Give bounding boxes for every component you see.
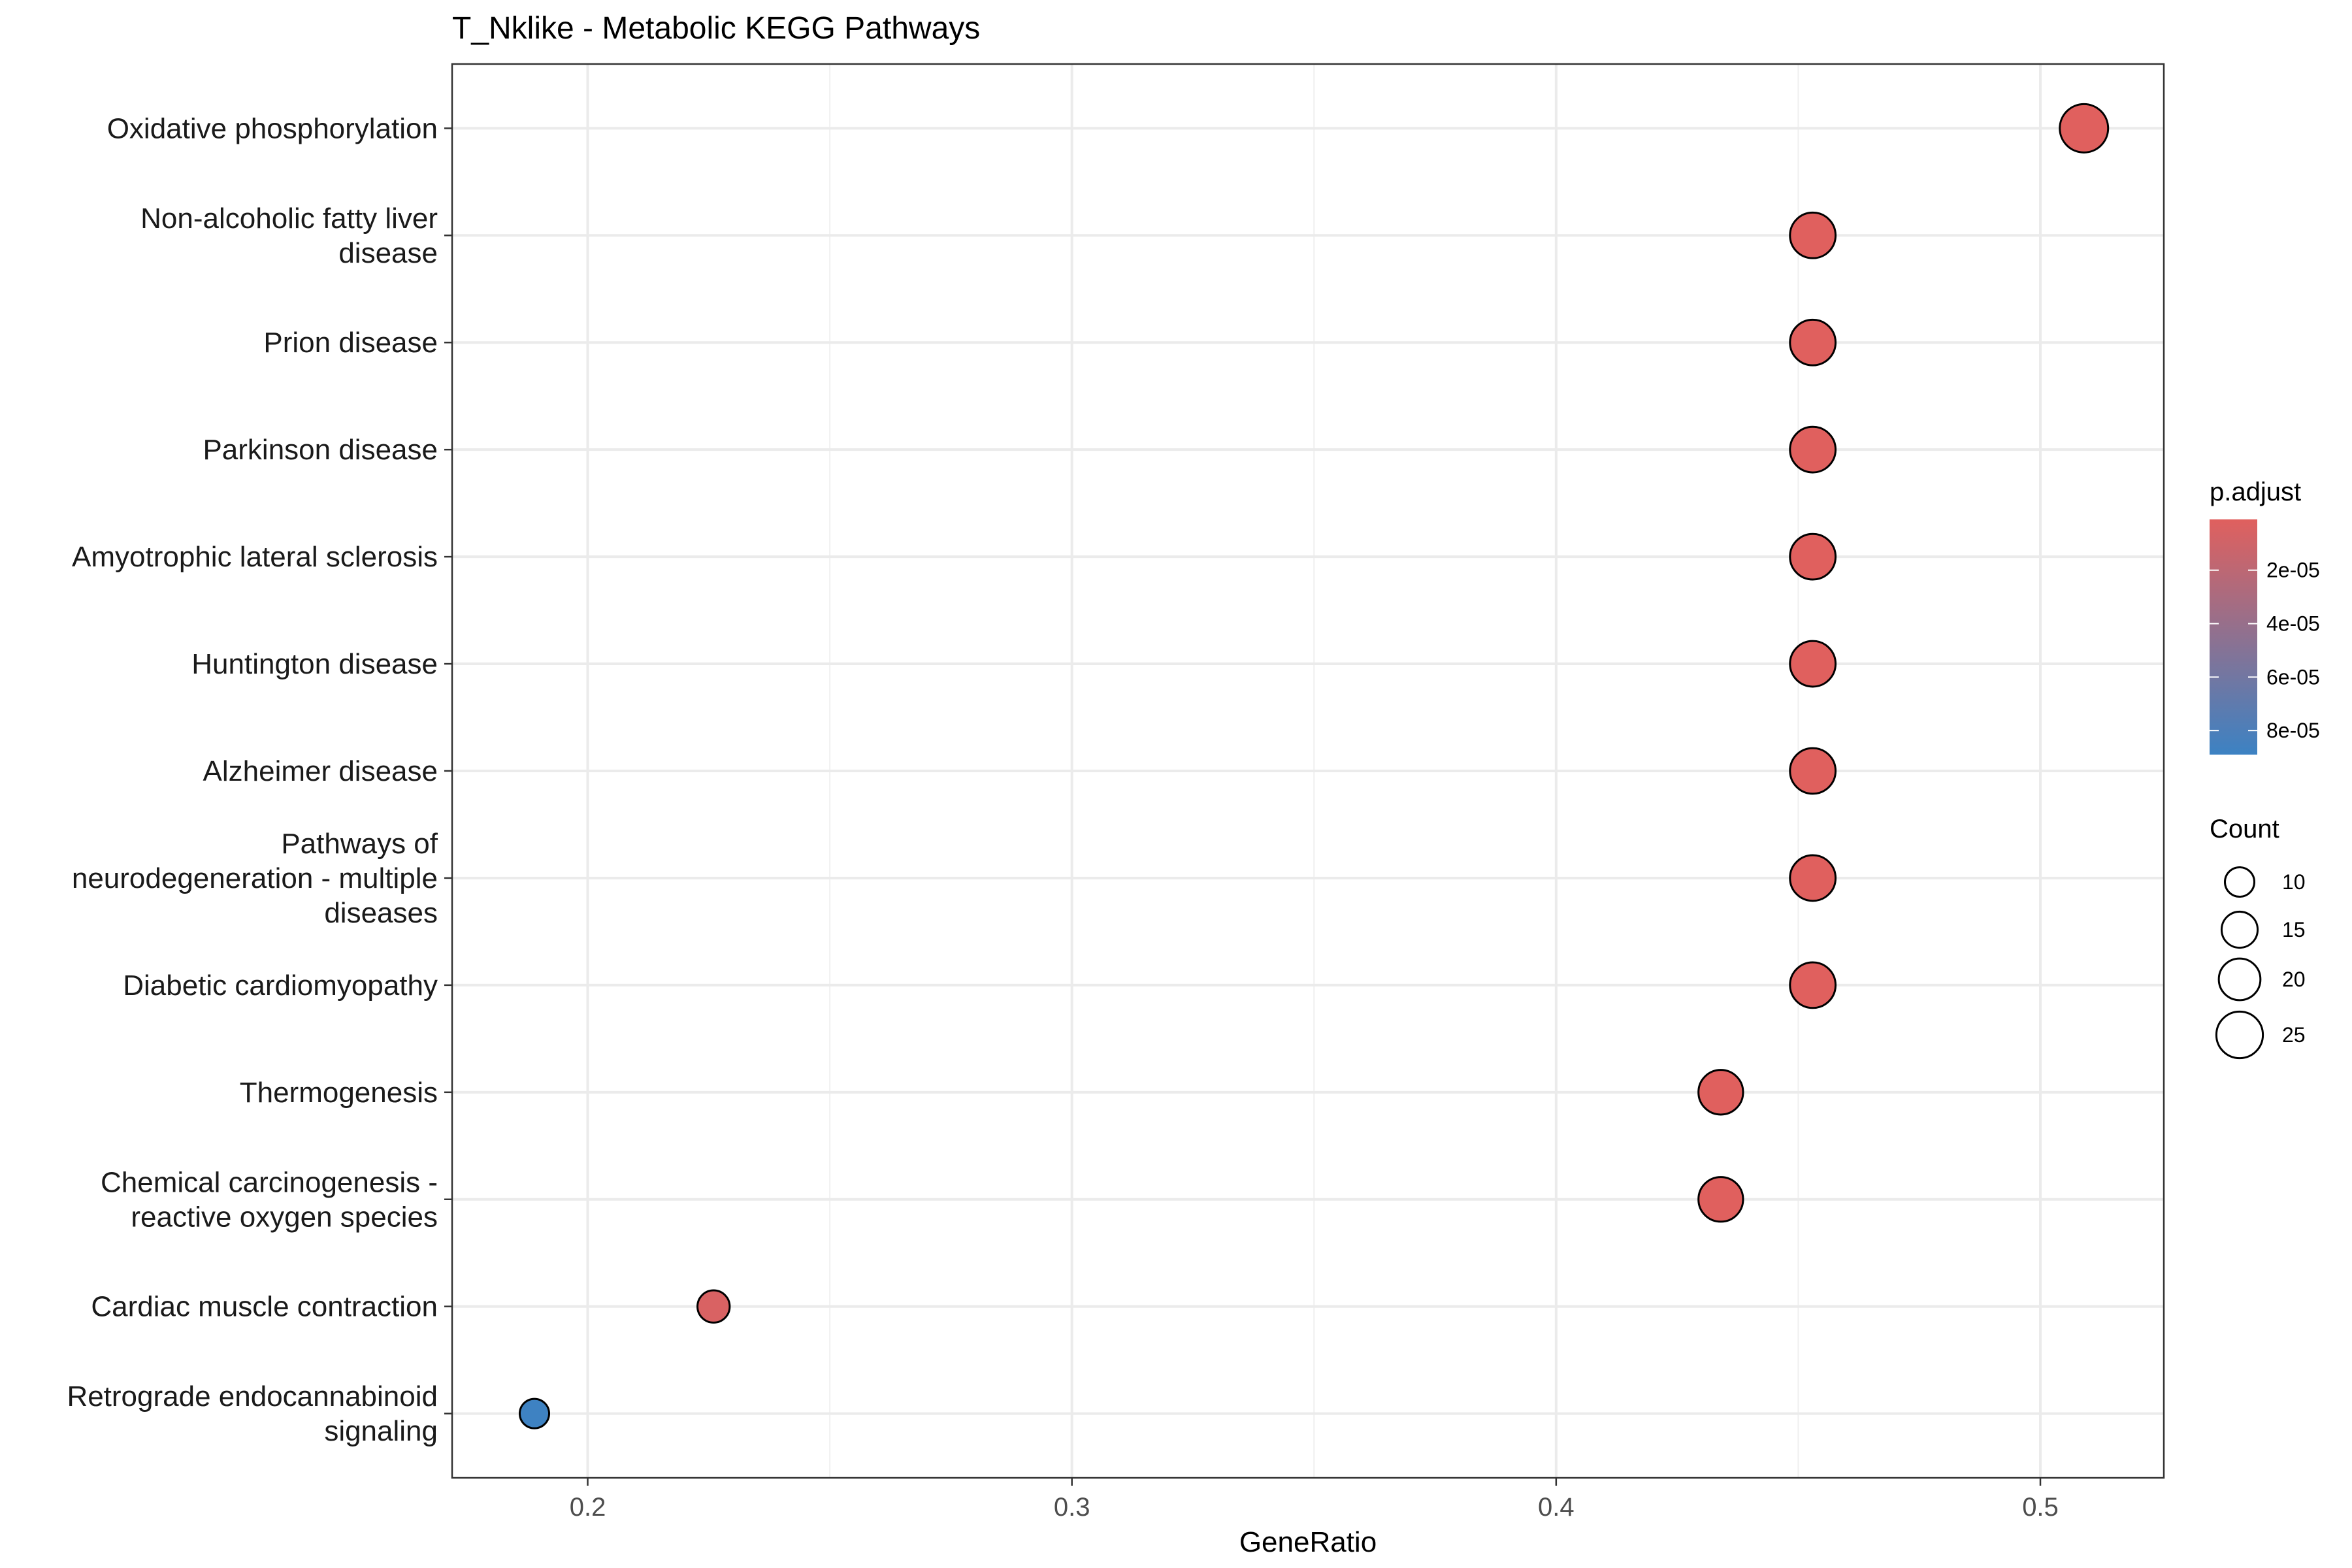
y-tick-label: Parkinson disease [203,434,438,466]
data-point [1789,532,1837,581]
x-tick-label: 0.2 [570,1493,606,1522]
y-tick-label: Cardiac muscle contraction [91,1291,438,1323]
data-point [1789,747,1837,795]
data-point [696,1289,731,1324]
y-tick-label: Retrograde endocannabinoid signaling [67,1380,438,1447]
y-tick-label: Pathways of neurodegeneration - multiple d… [72,828,438,929]
y-axis: Oxidative phosphorylation Non-alcoholic f… [67,112,452,1447]
size-legend-label: 20 [2282,968,2306,991]
y-tick-label: Huntington disease [191,648,438,680]
y-tick-label: Thermogenesis [240,1077,438,1109]
grid-lines [452,64,2164,1478]
y-tick-label: Oxidative phosphorylation [107,112,438,144]
size-legend-circle [2215,1010,2264,1060]
size-legend-title: Count [2210,815,2279,843]
size-legend-circle [2223,866,2256,898]
data-point [1697,1069,1744,1116]
color-bar [2210,519,2257,755]
x-tick-label: 0.5 [2022,1493,2059,1522]
chart-title: T_Nklike - Metabolic KEGG Pathways [452,11,980,46]
x-axis-label: GeneRatio [1239,1526,1377,1558]
data-point [2059,103,2110,154]
color-tick-label: 8e-05 [2266,719,2320,742]
data-point [1697,1176,1744,1223]
size-legend-circle [2220,910,2259,949]
data-point [1789,640,1837,688]
color-tick-label: 6e-05 [2266,665,2320,689]
size-legend-items: 10 15 20 25 [2215,866,2306,1060]
data-point [518,1397,551,1429]
data-point [1789,425,1837,474]
size-legend-label: 25 [2282,1023,2306,1047]
color-tick-label: 2e-05 [2266,559,2320,582]
color-legend: p.adjust 2e-05 4e-05 6e-05 8e-05 [2210,478,2320,755]
x-tick-label: 0.3 [1054,1493,1090,1522]
data-point [1789,961,1837,1009]
data-points [518,103,2110,1429]
y-tick-label: Chemical carcinogenesis -reactive oxygen… [101,1166,438,1233]
x-axis: 0.2 0.3 0.4 0.5 [570,1478,2059,1522]
color-tick-label: 4e-05 [2266,612,2320,636]
data-point [1789,211,1837,259]
color-legend-ticks: 2e-05 4e-05 6e-05 8e-05 [2210,559,2320,742]
size-legend-circle [2217,957,2262,1002]
size-legend: Count 10 15 20 25 [2210,815,2306,1060]
data-point [1789,318,1837,367]
data-point [1789,854,1837,902]
size-legend-label: 10 [2282,870,2306,894]
size-legend-label: 15 [2282,918,2306,941]
y-tick-label: Alzheimer disease [203,755,438,787]
x-tick-label: 0.4 [1538,1493,1575,1522]
y-tick-label: Non-alcoholic fatty liver disease [140,203,438,269]
y-tick-label: Diabetic cardiomyopathy [123,970,438,1002]
y-tick-label: Prion disease [263,327,438,359]
y-tick-label: Amyotrophic lateral sclerosis [72,541,438,573]
color-legend-title: p.adjust [2210,478,2301,506]
